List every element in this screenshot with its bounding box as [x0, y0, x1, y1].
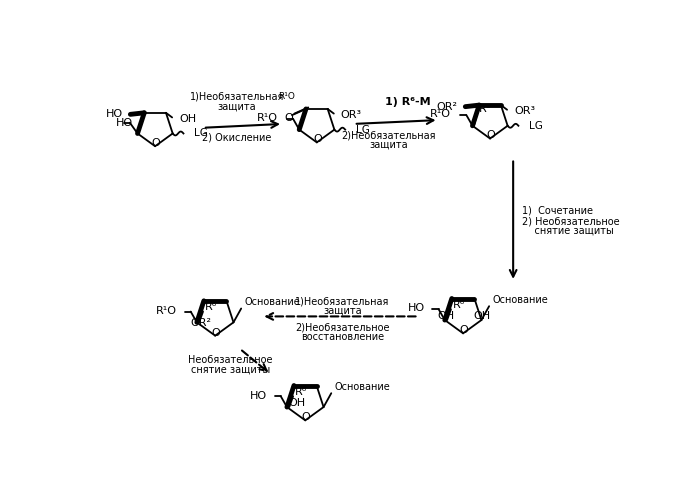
Text: 2) Необязательное: 2) Необязательное: [522, 216, 619, 226]
Text: HO: HO: [116, 118, 133, 128]
Text: OR²: OR²: [437, 102, 458, 112]
Text: O: O: [211, 328, 220, 338]
Text: R⁶: R⁶: [452, 300, 464, 310]
Text: OR³: OR³: [514, 106, 535, 117]
Text: 1)Необязательная: 1)Необязательная: [295, 296, 390, 306]
Text: O: O: [487, 130, 495, 140]
Text: защита: защита: [369, 140, 408, 149]
Text: Необязательное: Необязательное: [188, 356, 273, 366]
Text: HO: HO: [408, 304, 425, 314]
Text: O: O: [460, 326, 468, 336]
Text: R⁶: R⁶: [205, 302, 217, 312]
Text: LG: LG: [529, 121, 543, 131]
Text: OH: OH: [437, 311, 454, 321]
Text: R¹O: R¹O: [279, 92, 295, 102]
Text: 2)Необязательное: 2)Необязательное: [295, 323, 390, 333]
Text: OH: OH: [289, 398, 306, 408]
Text: 2)Необязательная: 2)Необязательная: [341, 130, 435, 140]
Text: LG: LG: [356, 124, 370, 134]
Text: 1) R⁶-M: 1) R⁶-M: [384, 98, 430, 108]
Text: восстановление: восстановление: [301, 332, 384, 342]
Text: R⁶: R⁶: [479, 104, 491, 114]
Text: 1)  Сочетание: 1) Сочетание: [522, 205, 593, 215]
Text: OR³: OR³: [341, 110, 362, 120]
Text: Основание: Основание: [244, 298, 300, 308]
Text: Основание: Основание: [334, 382, 390, 392]
Text: OH: OH: [179, 114, 197, 124]
Text: снятие защиты: снятие защиты: [522, 226, 613, 236]
Text: R¹O: R¹O: [430, 109, 451, 119]
Text: 1)Необязательная: 1)Необязательная: [190, 92, 284, 102]
Text: OR²: OR²: [190, 318, 211, 328]
Text: O: O: [285, 113, 293, 123]
Text: O: O: [151, 138, 160, 148]
Text: R¹O: R¹O: [156, 306, 177, 316]
Text: R¹O: R¹O: [256, 113, 278, 123]
Text: O: O: [302, 412, 310, 422]
Text: HO: HO: [250, 390, 267, 400]
Text: 2) Окисление: 2) Окисление: [202, 132, 271, 142]
Text: OH: OH: [474, 311, 491, 321]
Text: R⁶: R⁶: [295, 386, 307, 396]
Text: защита: защита: [217, 101, 256, 111]
Text: O: O: [313, 134, 322, 144]
Text: Основание: Основание: [492, 295, 548, 305]
Text: защита: защита: [323, 305, 361, 316]
Text: снятие защиты: снятие защиты: [191, 364, 270, 374]
Text: HO: HO: [106, 110, 122, 120]
Text: LG: LG: [194, 128, 208, 138]
